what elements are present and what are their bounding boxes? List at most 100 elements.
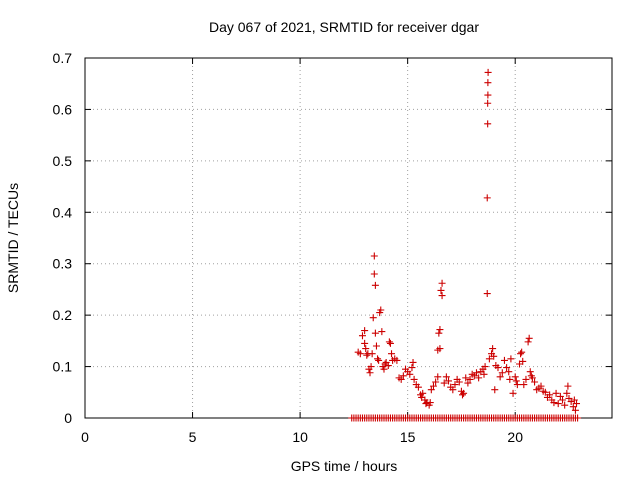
data-point — [381, 360, 389, 368]
data-point — [438, 279, 446, 287]
data-point — [409, 358, 417, 366]
data-point — [371, 281, 379, 289]
data-point — [519, 357, 527, 365]
data-point — [399, 372, 407, 380]
data-point — [522, 375, 530, 383]
data-point — [489, 345, 497, 353]
data-point — [509, 389, 517, 397]
x-tick-label: 5 — [189, 429, 197, 445]
data-point — [520, 381, 528, 389]
data-point — [406, 370, 414, 378]
data-point — [472, 369, 480, 377]
data-point — [375, 356, 383, 364]
data-point — [408, 364, 416, 372]
data-point — [546, 391, 554, 399]
data-point — [370, 252, 378, 260]
data-point — [361, 339, 369, 347]
data-point — [503, 364, 511, 372]
axis-ticks — [84, 57, 612, 419]
y-tick-label: 0.5 — [53, 153, 73, 169]
data-point — [494, 364, 502, 372]
data-point — [436, 326, 444, 334]
data-point — [481, 363, 489, 371]
data-point — [491, 386, 499, 394]
data-point — [496, 373, 504, 381]
data-point — [507, 355, 515, 363]
data-point — [361, 327, 369, 335]
data-point — [429, 382, 437, 390]
data-point — [419, 389, 427, 397]
data-point — [570, 396, 578, 404]
data-point — [483, 194, 491, 202]
data-point — [559, 396, 567, 404]
data-point — [366, 369, 374, 377]
data-point — [573, 400, 581, 408]
data-point — [556, 392, 564, 400]
y-tick-label: 0.4 — [53, 204, 73, 220]
data-point — [464, 379, 472, 387]
data-point — [475, 374, 483, 382]
data-point — [518, 348, 526, 356]
data-point — [440, 379, 448, 387]
data-point — [574, 414, 582, 422]
y-tick-label: 0.2 — [53, 307, 73, 323]
data-point — [569, 403, 577, 411]
data-point — [511, 373, 519, 381]
y-tick-label: 0.6 — [53, 101, 73, 117]
data-point — [490, 352, 498, 360]
y-tick-label: 0.1 — [53, 359, 73, 375]
data-point — [397, 375, 405, 383]
x-axis-tick-labels: 0 5 10 15 20 — [81, 429, 523, 445]
data-point — [451, 381, 459, 389]
data-point — [484, 99, 492, 107]
data-points — [348, 68, 582, 422]
data-point — [434, 373, 442, 381]
data-point — [567, 398, 575, 406]
data-point — [422, 400, 430, 408]
data-point — [513, 381, 521, 389]
data-point — [449, 386, 457, 394]
data-point — [561, 401, 569, 409]
data-point — [563, 389, 571, 397]
data-point — [410, 375, 418, 383]
data-point — [571, 406, 579, 414]
data-point — [427, 386, 435, 394]
data-point — [531, 378, 539, 386]
data-point — [374, 355, 382, 363]
data-point — [517, 350, 525, 358]
x-axis-title: GPS time / hours — [291, 458, 398, 474]
data-point — [442, 373, 450, 381]
data-point — [506, 375, 514, 383]
data-point — [380, 365, 388, 373]
x-tick-label: 20 — [507, 429, 523, 445]
data-point — [526, 368, 534, 376]
chart-title: Day 067 of 2021, SRMTID for receiver dga… — [209, 19, 479, 35]
y-tick-label: 0.3 — [53, 256, 73, 272]
data-point — [525, 334, 533, 342]
data-point — [466, 375, 474, 383]
x-tick-label: 15 — [400, 429, 416, 445]
y-tick-label: 0 — [64, 410, 72, 426]
data-point — [386, 339, 394, 347]
data-point — [541, 388, 549, 396]
data-point — [367, 363, 375, 371]
data-point — [369, 314, 377, 322]
data-point — [437, 286, 445, 294]
data-point — [414, 383, 422, 391]
data-point — [377, 306, 385, 314]
data-point — [426, 399, 434, 407]
data-point — [460, 389, 468, 397]
data-point — [537, 382, 545, 390]
data-point — [484, 68, 492, 76]
data-point — [484, 120, 492, 128]
data-point — [384, 362, 392, 370]
y-axis-title: SRMTID / TECUs — [5, 183, 21, 293]
data-point — [432, 378, 440, 386]
data-point — [485, 355, 493, 363]
data-point — [554, 400, 562, 408]
data-point — [480, 370, 488, 378]
data-point — [484, 79, 492, 87]
data-point — [550, 399, 558, 407]
data-point — [500, 356, 508, 364]
